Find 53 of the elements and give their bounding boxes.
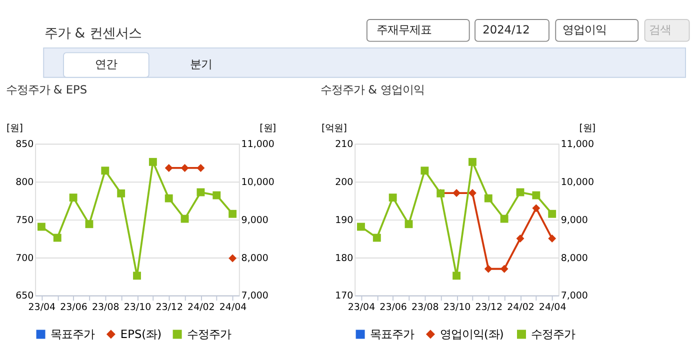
y-tick-label: 170 <box>335 290 354 302</box>
y2-tick-label: 10,000 <box>241 176 274 188</box>
legend-label: 목표주가 <box>50 327 94 342</box>
y2-axis-title: [원] <box>260 122 276 134</box>
y-tick-label: 200 <box>335 176 354 188</box>
y2-tick-label: 9,000 <box>241 214 268 226</box>
text: 영업이익 <box>562 22 606 37</box>
y2-tick-label: 7,000 <box>560 290 588 302</box>
y-tick-label: 650 <box>16 290 34 302</box>
x-tick-label: 23/08 <box>92 302 120 314</box>
y-tick-label: 210 <box>335 139 354 150</box>
y-axis-title: [원] <box>6 122 23 134</box>
legend-label: 목표주가 <box>370 327 414 342</box>
y2-tick-label: 7,000 <box>241 290 268 302</box>
y-tick-label: 850 <box>16 139 34 150</box>
legend-label: 수정주가 <box>186 327 231 342</box>
y2-tick-label: 8,000 <box>560 252 588 264</box>
y-tick-label: 700 <box>16 252 34 264</box>
text: 검색 <box>648 22 671 37</box>
x-tick-label: 23/10 <box>124 302 152 314</box>
text: 2024/12 <box>482 22 530 37</box>
text: 연간 <box>95 56 118 71</box>
x-tick-label: 23/08 <box>412 302 439 314</box>
y2-tick-label: 11,000 <box>241 139 274 150</box>
y2-axis-title: [원] <box>579 122 596 134</box>
text: 분기 <box>190 56 212 71</box>
y2-tick-label: 9,000 <box>560 214 588 226</box>
x-tick-label: 23/06 <box>380 302 407 314</box>
x-tick-label: 23/12 <box>475 302 503 314</box>
chart-title: 수정주가 & EPS <box>6 82 88 96</box>
x-tick-label: 24/04 <box>219 302 247 314</box>
y2-tick-label: 11,000 <box>560 139 594 150</box>
chart-title: 수정주가 & 영업이익 <box>320 82 425 96</box>
text: 주재무제표 <box>376 22 432 37</box>
legend-label: 영업이익(좌) <box>440 327 504 342</box>
x-tick-label: 24/04 <box>538 302 566 314</box>
legend-label: 수정주가 <box>530 327 575 342</box>
legend-label: EPS(좌) <box>120 327 162 342</box>
x-tick-label: 23/12 <box>156 302 183 314</box>
y-axis-title: [억원] <box>322 122 347 134</box>
text: 주가 & 컨센서스 <box>44 26 142 42</box>
x-tick-label: 23/04 <box>348 302 376 314</box>
y-tick-label: 190 <box>335 214 354 226</box>
y2-tick-label: 8,000 <box>241 252 268 264</box>
y2-tick-label: 10,000 <box>560 176 594 188</box>
x-tick-label: 23/06 <box>60 302 88 314</box>
x-tick-label: 24/02 <box>188 302 215 314</box>
y-tick-label: 750 <box>16 214 34 226</box>
x-tick-label: 24/02 <box>507 302 534 314</box>
y-tick-label: 180 <box>335 252 354 264</box>
x-tick-label: 23/04 <box>28 302 56 314</box>
x-tick-label: 23/10 <box>443 302 471 314</box>
y-tick-label: 800 <box>16 176 34 188</box>
